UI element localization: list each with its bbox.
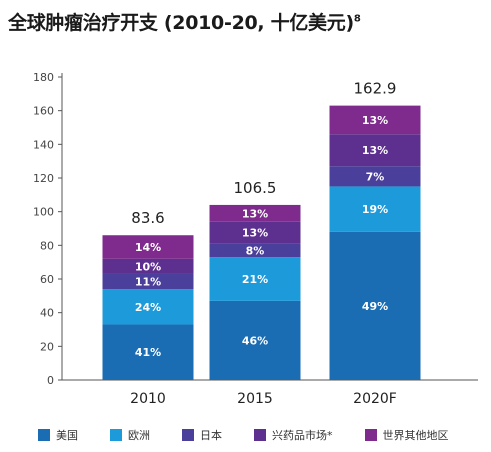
bar-total-label: 162.9 [354, 80, 397, 98]
segment-label: 13% [362, 114, 388, 127]
segment-label: 13% [242, 227, 268, 240]
legend-label: 日本 [200, 429, 222, 442]
legend-swatch [182, 429, 194, 441]
segment-label: 49% [362, 300, 388, 313]
bar-segment [329, 231, 421, 380]
legend-item: 美国 [38, 427, 78, 443]
y-tick-label: 180 [33, 71, 54, 84]
bar-segment [102, 273, 194, 290]
bar-segment [209, 257, 301, 301]
bar-segment [329, 134, 421, 167]
y-tick-label: 120 [33, 172, 54, 185]
y-tick-label: 20 [40, 340, 54, 353]
x-category-label: 2010 [130, 391, 166, 407]
bar-segment [102, 289, 194, 325]
legend-swatch [254, 429, 266, 441]
segment-label: 13% [362, 144, 388, 157]
legend-label: 世界其他地区 [382, 429, 449, 442]
legend-item: 兴药品市场* [254, 427, 333, 443]
legend-item: 世界其他地区 [364, 427, 449, 443]
segment-label: 21% [242, 273, 268, 286]
x-category-label: 2020F [353, 391, 397, 407]
x-category-label: 2015 [237, 391, 273, 407]
y-tick-label: 100 [33, 206, 54, 219]
y-tick-label: 140 [33, 138, 54, 151]
bar-segment [102, 235, 194, 259]
bar-segment [102, 258, 194, 274]
chart-legend: 美国 欧洲 日本 兴药品市场* 世界其他地区 [38, 427, 449, 443]
stacked-bar-chart: 0 20 40 60 80 100 120 140 160 180 41% 24% 11% 10% 14% 8… [33, 71, 478, 407]
bar-segment [102, 324, 194, 380]
segment-label: 41% [135, 346, 161, 359]
bar-segment [329, 166, 421, 187]
segment-label: 7% [366, 170, 385, 183]
legend-label: 欧洲 [128, 429, 150, 442]
y-tick-label: 0 [47, 374, 54, 387]
chart-title-text: 全球肿瘤治疗开支 (2010-20, 十亿美元) [8, 12, 354, 34]
segment-label: 19% [362, 203, 388, 216]
legend-label: 兴药品市场* [272, 429, 333, 442]
y-tick-label: 40 [40, 307, 54, 320]
legend-swatch [110, 429, 122, 441]
bar-segment [329, 186, 421, 232]
y-tick-label: 160 [33, 105, 54, 118]
bar-segment [209, 243, 301, 258]
y-tick-label: 80 [40, 239, 54, 252]
bar-total-label: 83.6 [131, 209, 164, 227]
bar-segment [209, 221, 301, 244]
bar-total-label: 106.5 [234, 179, 277, 197]
legend-item: 日本 [182, 427, 222, 443]
y-tick-label: 60 [40, 273, 54, 286]
legend-swatch [38, 429, 50, 441]
bar-segment [329, 105, 421, 135]
footnote-marker: 8 [353, 13, 361, 25]
segment-label: 24% [135, 301, 161, 314]
segment-label: 13% [242, 207, 268, 220]
segment-label: 11% [135, 276, 161, 289]
bar-segment [209, 300, 301, 380]
segment-label: 46% [242, 334, 268, 347]
segment-label: 10% [135, 260, 161, 273]
bar-segment [209, 204, 301, 222]
segment-label: 8% [246, 244, 265, 257]
legend-swatch [364, 429, 377, 441]
legend-label: 美国 [56, 429, 78, 442]
legend-item: 欧洲 [110, 427, 150, 443]
segment-label: 14% [135, 241, 161, 254]
chart-title: 全球肿瘤治疗开支 (2010-20, 十亿美元)8 [8, 8, 361, 35]
